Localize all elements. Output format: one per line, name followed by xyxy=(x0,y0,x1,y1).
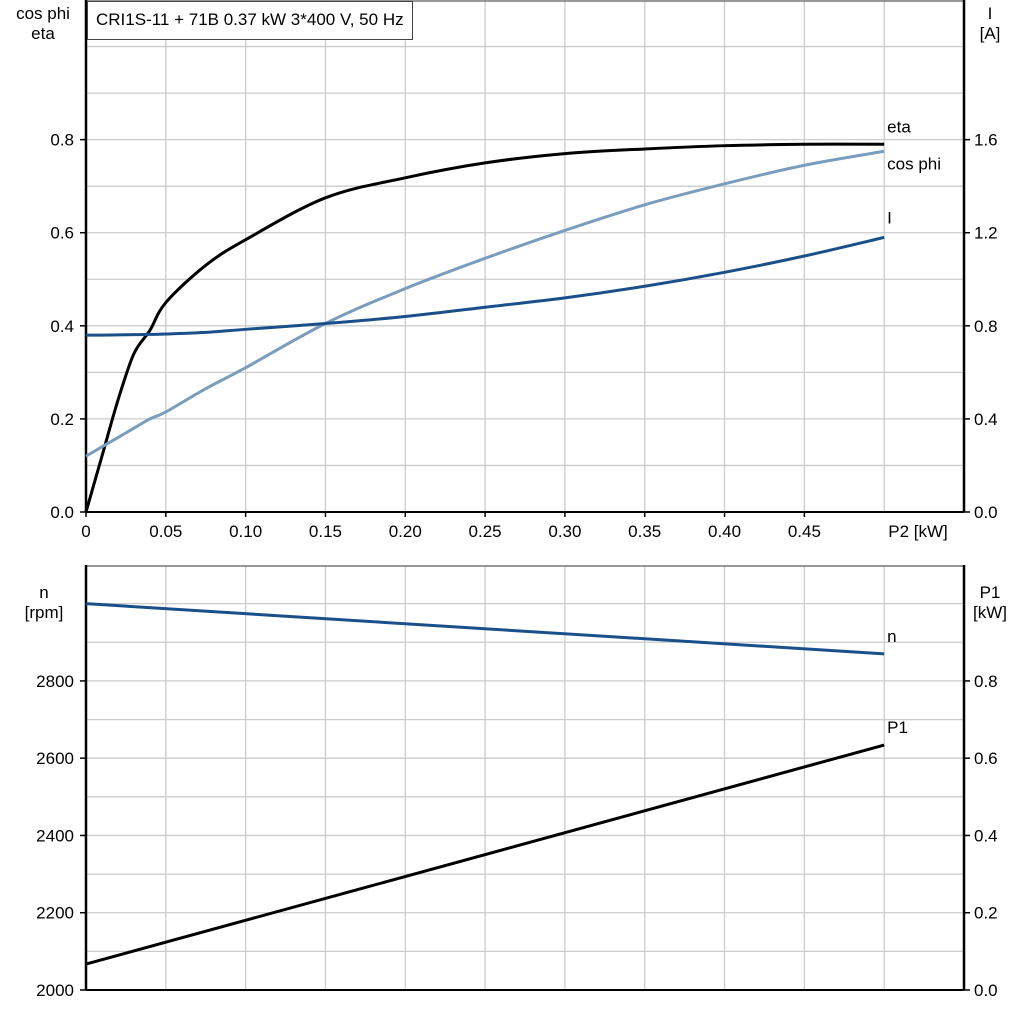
y-tick-label-right: 0.6 xyxy=(974,749,998,768)
series-label-p1: P1 xyxy=(887,718,908,737)
x-tick-label: 0.45 xyxy=(788,522,821,541)
x-axis-label: P2 [kW] xyxy=(888,522,948,541)
series-label-eta: eta xyxy=(887,117,911,136)
series-label-i: I xyxy=(887,208,892,227)
y-axis-label-left: n xyxy=(39,583,48,602)
series-label-cos-phi: cos phi xyxy=(887,154,941,173)
y-tick-label-right: 0.4 xyxy=(974,410,998,429)
chart-title: CRI1S-11 + 71B 0.37 kW 3*400 V, 50 Hz xyxy=(87,1,413,40)
y-tick-label-right: 0.4 xyxy=(974,826,998,845)
x-tick-label: 0.30 xyxy=(548,522,581,541)
y-tick-label-left: 2400 xyxy=(36,826,74,845)
y-axis-label-right: P1 xyxy=(980,583,1001,602)
y-tick-label-left: 0.2 xyxy=(50,410,74,429)
series-line-n xyxy=(85,602,885,656)
y-tick-label-left: 2200 xyxy=(36,904,74,923)
y-tick-label-left: 0.0 xyxy=(50,503,74,522)
y-tick-label-right: 0.8 xyxy=(974,317,998,336)
x-tick-label: 0.10 xyxy=(229,522,262,541)
y-tick-label-left: 0.4 xyxy=(50,317,74,336)
y-axis-label-right: [kW] xyxy=(973,603,1007,622)
series-line-i xyxy=(85,235,885,337)
y-tick-label-right: 0.0 xyxy=(974,981,998,1000)
x-tick-label: 0.15 xyxy=(309,522,342,541)
y-tick-label-left: 2600 xyxy=(36,749,74,768)
y-axis-label-left: [rpm] xyxy=(25,603,64,622)
y-tick-label-right: 1.2 xyxy=(974,224,998,243)
y-axis-label-right: [A] xyxy=(980,24,1001,43)
y-tick-label-left: 2000 xyxy=(36,981,74,1000)
x-tick-label: 0.35 xyxy=(628,522,661,541)
y-tick-label-right: 0.2 xyxy=(974,904,998,923)
x-tick-label: 0.20 xyxy=(389,522,422,541)
x-tick-label: 0.40 xyxy=(708,522,741,541)
y-tick-label-left: 0.8 xyxy=(50,131,74,150)
y-tick-label-left: 2800 xyxy=(36,672,74,691)
y-axis-label-left: cos phi xyxy=(16,4,70,23)
y-tick-label-right: 0.0 xyxy=(974,503,998,522)
x-tick-label: 0.05 xyxy=(149,522,182,541)
series-label-n: n xyxy=(887,627,896,646)
series-line-p1 xyxy=(85,743,885,966)
y-axis-label-right: I xyxy=(988,4,993,23)
y-tick-label-right: 0.8 xyxy=(974,672,998,691)
x-tick-label: 0.25 xyxy=(469,522,502,541)
x-tick-label: 0 xyxy=(81,522,90,541)
y-tick-label-right: 1.6 xyxy=(974,131,998,150)
y-tick-label-left: 0.6 xyxy=(50,224,74,243)
series-line-eta xyxy=(84,142,885,513)
y-axis-label-left: eta xyxy=(31,24,55,43)
